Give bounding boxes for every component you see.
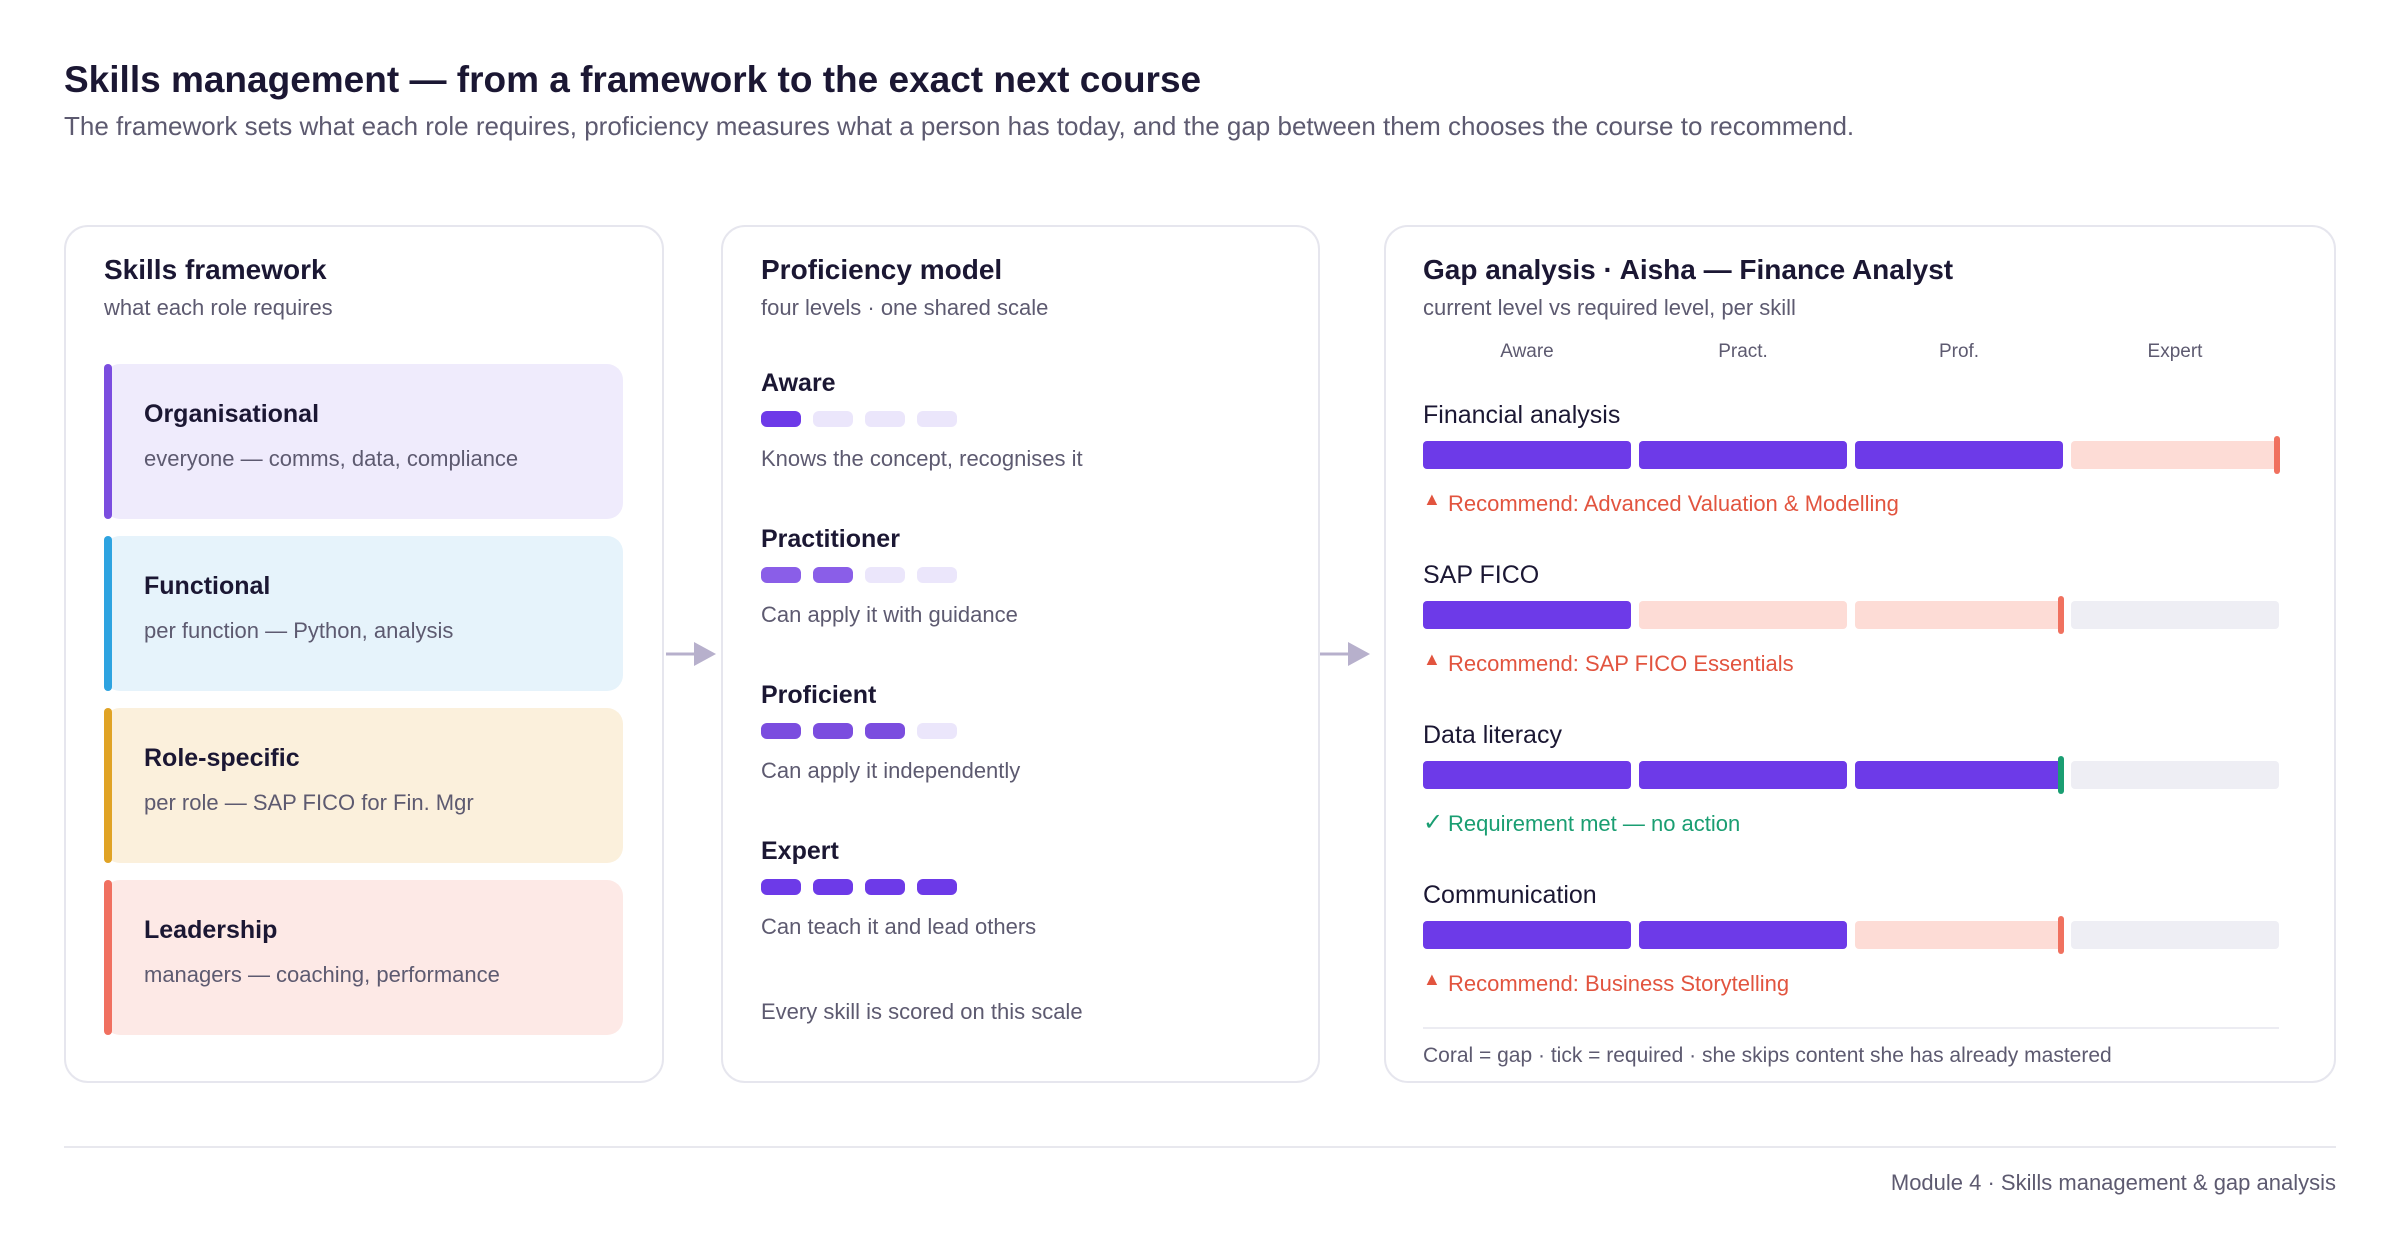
arrow — [1320, 642, 1370, 666]
layer-bar — [104, 880, 112, 1035]
panel-note: Coral = gap · tick = required · she skip… — [1423, 1044, 2112, 1068]
recommendation: Recommend: SAP FICO Essentials — [1448, 650, 1794, 676]
level-dot-filled — [761, 723, 801, 739]
layer-bar — [104, 364, 112, 519]
scale-label: Pract. — [1718, 340, 1768, 362]
level-dot-empty — [865, 567, 905, 583]
level-description: Can apply it with guidance — [761, 601, 1018, 627]
panel-subtitle: current level vs required level, per ski… — [1423, 294, 1796, 320]
warning-icon: ▲ — [1423, 489, 1441, 509]
status-text: Requirement met — no action — [1448, 810, 1741, 836]
skill-name: Communication — [1423, 881, 1597, 909]
warning-icon: ▲ — [1423, 649, 1441, 669]
current-segment — [1423, 761, 1631, 789]
required-tick — [2058, 596, 2064, 634]
layer-description: per function — Python, analysis — [144, 617, 454, 643]
level-dot-filled — [813, 723, 853, 739]
panel-subtitle: four levels · one shared scale — [761, 294, 1049, 320]
scale-label: Prof. — [1938, 340, 1980, 362]
level-name: Expert — [761, 837, 839, 865]
gap-panel — [1384, 225, 2336, 1083]
gap-segment — [1855, 921, 2063, 949]
level-dot-filled — [761, 411, 801, 427]
layer-name: Organisational — [144, 400, 320, 428]
current-segment — [1423, 441, 1631, 469]
warning-icon: ▲ — [1423, 969, 1441, 989]
level-dot-filled — [761, 879, 801, 895]
scale-label: Expert — [2147, 340, 2203, 362]
layer-name: Role-specific — [144, 744, 300, 772]
current-segment — [1639, 921, 1847, 949]
layer-card — [104, 880, 623, 1035]
empty-segment — [2071, 601, 2279, 629]
level-description: Can teach it and lead others — [761, 913, 1037, 939]
current-segment — [1855, 441, 2063, 469]
panel-note: Every skill is scored on this scale — [761, 998, 1083, 1024]
layer-card — [104, 364, 623, 519]
level-name: Proficient — [761, 681, 877, 709]
arrow — [666, 642, 716, 666]
subtitle: The framework sets what each role requir… — [64, 111, 1855, 142]
level-dot-empty — [917, 411, 957, 427]
level-dot-empty — [917, 567, 957, 583]
gap-segment — [1639, 601, 1847, 629]
layer-name: Functional — [144, 572, 271, 600]
title: Skills management — from a framework to … — [64, 58, 1202, 100]
required-tick — [2274, 436, 2280, 474]
current-segment — [1639, 761, 1847, 789]
required-tick — [2058, 916, 2064, 954]
recommendation: Recommend: Business Storytelling — [1448, 970, 1790, 996]
footer-rule — [64, 1146, 2336, 1148]
layer-description: per role — SAP FICO for Fin. Mgr — [144, 789, 474, 815]
panel-title: Gap analysis · Aisha — Finance Analyst — [1423, 254, 1954, 286]
proficiency-panel — [721, 225, 1320, 1083]
footer: Module 4 · Skills management & gap analy… — [1890, 1169, 2336, 1195]
level-name: Practitioner — [761, 525, 900, 553]
skill-name: SAP FICO — [1423, 561, 1540, 589]
level-description: Knows the concept, recognises it — [761, 445, 1083, 471]
level-dot-filled — [865, 879, 905, 895]
empty-segment — [2071, 761, 2279, 789]
skill-name: Financial analysis — [1423, 401, 1621, 429]
current-segment — [1423, 921, 1631, 949]
layer-bar — [104, 536, 112, 691]
layer-bar — [104, 708, 112, 863]
gap-segment — [1855, 601, 2063, 629]
gap-segment — [2071, 441, 2279, 469]
layer-description: managers — coaching, performance — [144, 961, 500, 987]
scale-label: Aware — [1500, 340, 1554, 362]
level-dot-filled — [813, 567, 853, 583]
framework-panel — [64, 225, 664, 1083]
level-dot-empty — [813, 411, 853, 427]
panel-title: Proficiency model — [761, 254, 1003, 286]
level-dot-filled — [761, 567, 801, 583]
layer-card — [104, 708, 623, 863]
panel-subtitle: what each role requires — [104, 294, 333, 320]
level-description: Can apply it independently — [761, 757, 1021, 783]
required-tick — [2058, 756, 2064, 794]
empty-segment — [2071, 921, 2279, 949]
level-dot-filled — [865, 723, 905, 739]
check-icon: ✓ — [1423, 809, 1444, 836]
level-dot-empty — [865, 411, 905, 427]
layer-card — [104, 536, 623, 691]
skill-name: Data literacy — [1423, 721, 1562, 749]
divider — [1423, 1027, 2279, 1029]
level-name: Aware — [761, 369, 836, 397]
level-dot-empty — [917, 723, 957, 739]
current-segment — [1423, 601, 1631, 629]
current-segment — [1855, 761, 2063, 789]
layer-description: everyone — comms, data, compliance — [144, 445, 519, 471]
recommendation: Recommend: Advanced Valuation & Modellin… — [1448, 490, 1899, 516]
layer-name: Leadership — [144, 916, 278, 944]
current-segment — [1639, 441, 1847, 469]
panel-title: Skills framework — [104, 254, 327, 286]
level-dot-filled — [917, 879, 957, 895]
level-dot-filled — [813, 879, 853, 895]
